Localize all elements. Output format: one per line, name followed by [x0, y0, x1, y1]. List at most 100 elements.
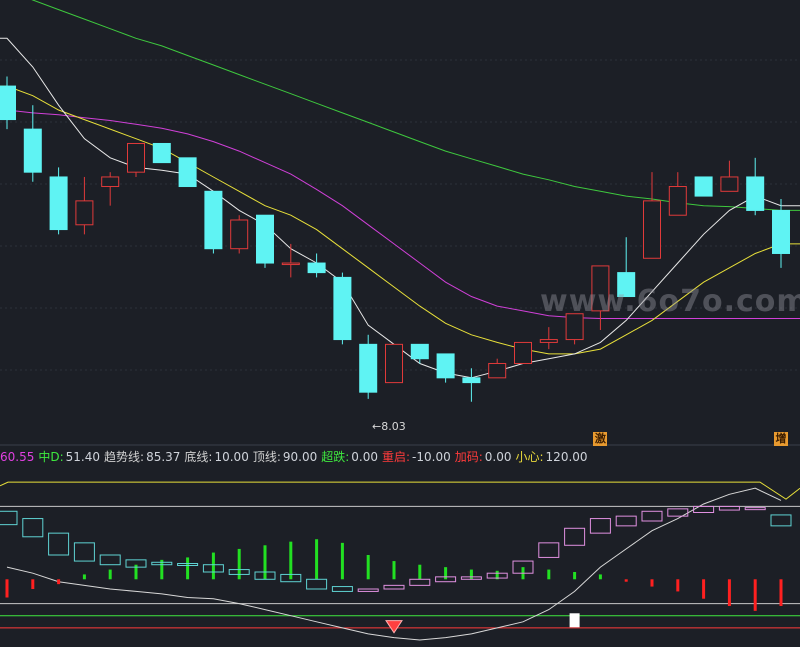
legend-item: 超跌: 0.00: [321, 450, 378, 464]
ma-yellow-line: [0, 85, 800, 355]
trend-box: [125, 559, 147, 568]
candle: [178, 157, 197, 188]
trend-box: [512, 560, 534, 574]
trend-box: [228, 569, 250, 575]
candle: [668, 172, 687, 216]
candle: [152, 142, 171, 164]
candle: [256, 214, 274, 268]
momentum-bar: [160, 559, 164, 580]
momentum-bar: [702, 579, 706, 599]
candle: [462, 368, 481, 402]
trend-box: [0, 510, 18, 526]
legend-item: 底线: 10.00: [184, 450, 249, 464]
trend-box: [693, 505, 715, 513]
momentum-bar: [598, 574, 602, 580]
momentum-bar: [547, 569, 551, 580]
candlesticks: [0, 76, 790, 402]
momentum-bar: [289, 541, 293, 580]
momentum-bar: [263, 545, 267, 580]
trend-box: [718, 505, 740, 511]
legend-item: 顶线: 90.00: [252, 450, 318, 464]
trend-box: [254, 571, 276, 580]
momentum-bar: [366, 555, 370, 580]
momentum-bar: [650, 579, 654, 587]
signal-tag: 激: [593, 432, 608, 446]
trend-box: [435, 576, 457, 583]
momentum-bar: [418, 564, 422, 580]
legend-item: 60.55: [0, 450, 35, 464]
candle: [643, 172, 661, 259]
signal-tag: 增: [774, 432, 788, 446]
trend-box: [615, 515, 637, 527]
trend-box: [564, 527, 586, 546]
trend-box: [667, 508, 689, 517]
momentum-bar: [624, 579, 628, 582]
candle: [359, 334, 378, 399]
candle: [694, 176, 713, 197]
trend-box: [409, 578, 431, 586]
trend-box: [48, 532, 70, 556]
candle: [230, 215, 249, 254]
trend-box: [202, 564, 224, 573]
momentum-bar: [108, 569, 112, 580]
legend-item: 加码: 0.00: [454, 450, 512, 464]
ma-magenta-line: [0, 109, 800, 319]
trend-box: [641, 510, 663, 522]
candle: [75, 176, 94, 235]
candle: [565, 313, 584, 345]
candle: [772, 198, 790, 268]
trend-box: [770, 514, 792, 527]
momentum-bar: [753, 579, 757, 611]
trend-box: [744, 507, 766, 511]
momentum-bar: [779, 579, 783, 606]
trend-box: [383, 584, 405, 590]
momentum-bar: [315, 539, 319, 580]
candle: [49, 167, 68, 235]
candle: [127, 142, 145, 177]
momentum-bar: [727, 579, 731, 606]
momentum-bar: [134, 564, 138, 580]
candle: [591, 265, 610, 330]
caution-line: [0, 481, 800, 500]
trend-box: [331, 586, 353, 592]
trend-box: [486, 572, 508, 579]
ma-green-line: [31, 0, 800, 211]
candle: [101, 172, 120, 206]
moving-average-lines: [0, 0, 800, 379]
momentum-bar: [573, 572, 577, 580]
trend-box: [357, 588, 379, 592]
watermark: www.6o7o.com: [540, 284, 800, 319]
trend-line: [6, 487, 782, 641]
candle: [307, 253, 326, 278]
trend-box: [73, 542, 95, 562]
indicator-legend: 60.55 中D: 51.40 趋势线: 85.37 底线: 10.00 顶线: 90.00 超跌…: [0, 448, 800, 466]
candle: [333, 272, 352, 345]
trend-box: [460, 576, 482, 580]
momentum-bar: [676, 579, 680, 592]
trend-box: [151, 561, 173, 566]
candle: [410, 343, 429, 364]
restart-marker: [385, 620, 403, 634]
trend-box: [99, 554, 121, 566]
signal-marker: [569, 613, 580, 628]
trend-box: [177, 563, 199, 566]
trend-box: [280, 573, 302, 583]
trend-box: [306, 578, 328, 590]
trend-box: [538, 542, 560, 558]
low-price-label: ←8.03: [372, 420, 406, 433]
legend-item: 重启: -10.00: [382, 450, 451, 464]
momentum-bar: [5, 579, 9, 598]
candle: [746, 157, 765, 216]
oscillator-panel: [0, 481, 800, 641]
candle: [617, 237, 636, 298]
candle: [436, 353, 455, 383]
momentum-bar: [57, 579, 61, 585]
trend-box: [589, 518, 611, 534]
momentum-bar: [237, 548, 241, 580]
legend-item: 趋势线: 85.37: [104, 450, 181, 464]
momentum-bar: [211, 552, 215, 580]
momentum-bar: [186, 557, 190, 580]
candle: [720, 160, 739, 192]
momentum-bar: [444, 567, 448, 580]
